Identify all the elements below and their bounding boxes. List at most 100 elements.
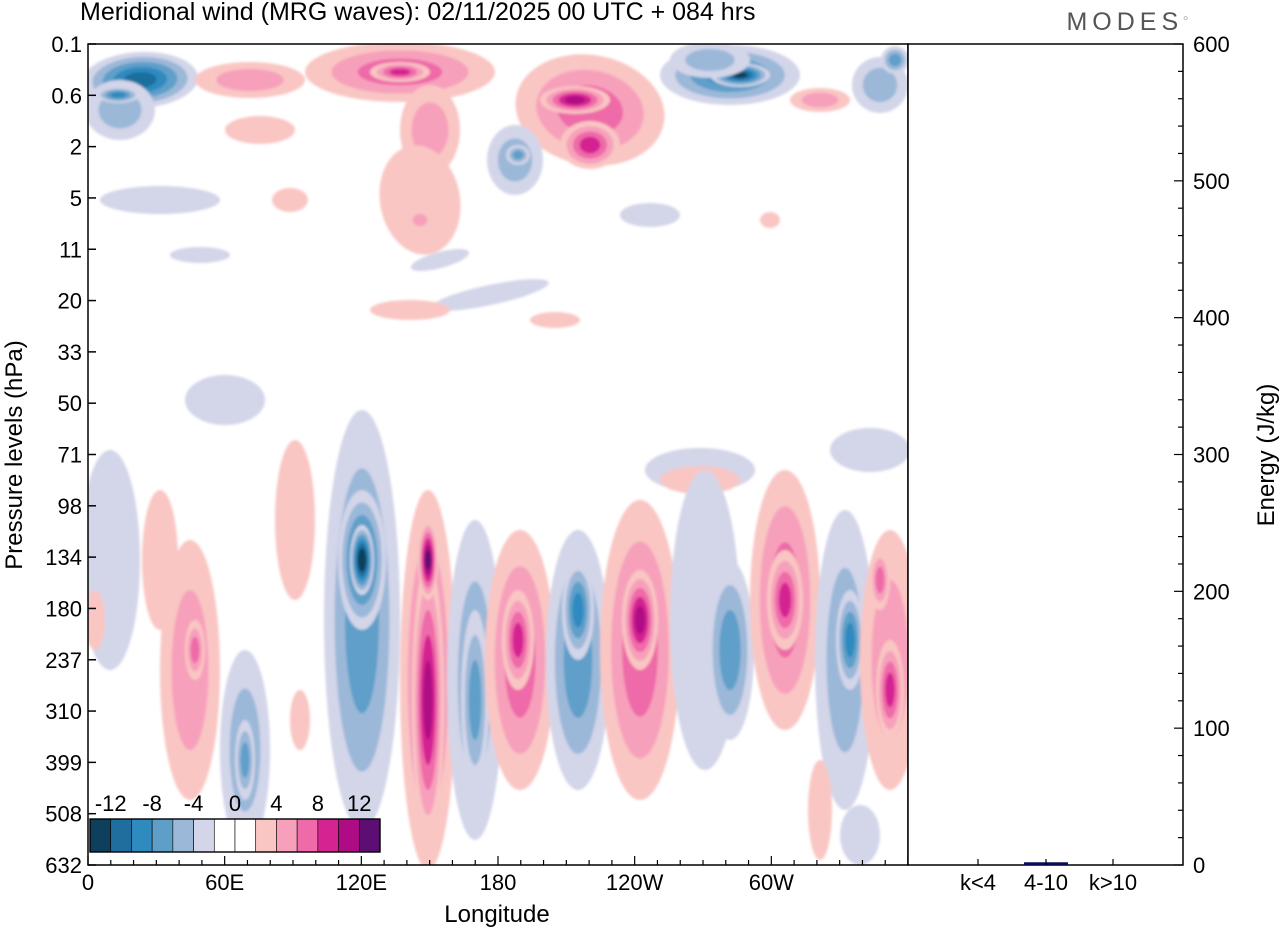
y-tick-label: 134 (45, 545, 82, 570)
energy-tick-label: 400 (1193, 306, 1230, 331)
positive-wind-contour (272, 188, 308, 212)
energy-tick-label: 600 (1193, 32, 1230, 57)
positive-wind-contour (512, 622, 524, 658)
colorbar-label: 8 (312, 791, 324, 816)
colorbar-swatch (213, 818, 236, 853)
positive-wind-contour (801, 92, 839, 108)
energy-tick-label: 500 (1193, 169, 1230, 194)
colorbar-swatch (276, 818, 298, 853)
negative-wind-contour (719, 610, 741, 690)
positive-wind-contour (411, 102, 449, 158)
y-axis-title: Pressure levels (hPa) (1, 340, 28, 569)
x-tick-label: 180 (480, 870, 517, 895)
colorbar-swatch (317, 818, 339, 853)
positive-wind-contour (412, 213, 428, 227)
positive-wind-contour (379, 145, 461, 255)
y-tick-label: 180 (45, 596, 82, 621)
negative-wind-contour (410, 249, 470, 271)
energy-panel: 0 100 200 300 400 500 600 k<4 4-10 k>10 Energy (… (907, 32, 1280, 895)
wind-contours (88, 44, 908, 865)
colorbar-swatch (358, 818, 381, 853)
y-tick-label: 5 (70, 186, 82, 211)
brand-logo: MODES○ (1066, 8, 1188, 37)
colorbar-swatch (110, 818, 132, 853)
energy-categories: k<4 4-10 k>10 (960, 859, 1137, 895)
colorbar-swatch (172, 818, 194, 853)
x-tick-label: 0 (82, 870, 94, 895)
negative-wind-contour (170, 247, 230, 263)
negative-wind-contour (830, 428, 908, 472)
positive-wind-contour (579, 136, 601, 154)
y-tick-label: 11 (59, 237, 82, 262)
negative-wind-contour (685, 48, 735, 72)
y-tick-label: 33 (58, 340, 82, 365)
colorbar-label: -4 (184, 791, 204, 816)
x-tick-label: 60W (749, 870, 794, 895)
colorbar: -12 -8 -4 0 4 8 12 (89, 791, 381, 853)
energy-axis: 0 100 200 300 400 500 600 (1174, 32, 1230, 878)
energy-tick-label: 0 (1193, 853, 1205, 878)
positive-wind-contour (423, 660, 433, 740)
colorbar-swatch (296, 818, 319, 853)
positive-wind-contour (370, 300, 450, 320)
x-tick-label: 120W (606, 870, 664, 895)
negative-wind-contour (572, 592, 584, 628)
x-tick-label: 60E (205, 870, 244, 895)
negative-wind-contour (840, 805, 880, 865)
colorbar-label: 0 (229, 791, 241, 816)
colorbar-swatch (234, 818, 257, 853)
negative-wind-contour (845, 622, 855, 658)
positive-wind-contour (634, 605, 646, 635)
positive-wind-contour (778, 582, 792, 618)
positive-wind-contour (808, 760, 832, 860)
negative-wind-contour (359, 552, 365, 568)
y-tick-label: 508 (45, 802, 82, 827)
negative-wind-contour (512, 150, 524, 160)
positive-wind-contour (565, 96, 585, 104)
energy-cat-label: k<4 (960, 870, 996, 895)
y-tick-label: 50 (58, 391, 82, 416)
energy-tick-label: 100 (1193, 716, 1230, 741)
energy-tick-label: 200 (1193, 579, 1230, 604)
brand-name: MODES (1066, 8, 1184, 36)
brand-mark-icon: ○ (1183, 13, 1188, 23)
negative-wind-contour (240, 742, 250, 778)
y-tick-label: 0.1 (51, 32, 82, 57)
colorbar-swatch (193, 818, 215, 853)
negative-wind-contour (431, 279, 549, 311)
negative-wind-contour (888, 53, 902, 67)
colorbar-swatch (338, 818, 360, 853)
x-axis-title: Longitude (444, 901, 549, 928)
negative-wind-contour (185, 375, 265, 425)
colorbar-frame (89, 818, 381, 853)
negative-wind-contour (110, 92, 126, 98)
y-tick-label: 632 (45, 853, 82, 878)
longitude-axis: 0 60E 120E 180 120W 60W (82, 856, 909, 895)
colorbar-label: -8 (142, 791, 162, 816)
energy-cat-label: k>10 (1089, 870, 1137, 895)
colorbar-swatch (89, 818, 112, 853)
positive-wind-contour (885, 672, 895, 708)
colorbar-swatch (255, 818, 277, 853)
positive-wind-contour (190, 636, 200, 664)
pressure-axis: 0.1 0.6 2 5 11 20 33 50 71 98 134 180 237 310 399 508 63… (45, 32, 96, 878)
y-tick-label: 20 (58, 289, 82, 314)
y-tick-label: 0.6 (51, 83, 82, 108)
negative-wind-contour (100, 186, 220, 214)
colorbar-label: 12 (347, 791, 371, 816)
colorbar-label: -12 (95, 791, 127, 816)
y-tick-label: 71 (58, 443, 82, 468)
y-tick-label: 237 (45, 648, 82, 673)
negative-wind-contour (862, 67, 898, 103)
positive-wind-contour (425, 550, 431, 570)
energy-axis-title: Energy (J/kg) (1253, 384, 1280, 527)
colorbar-swatch (131, 818, 153, 853)
chart-title: Meridional wind (MRG waves): 02/11/2025 … (80, 0, 756, 26)
y-tick-label: 2 (70, 135, 82, 160)
positive-wind-contour (875, 566, 885, 594)
y-tick-label: 310 (45, 699, 82, 724)
positive-wind-contour (760, 212, 780, 228)
positive-wind-contour (225, 116, 295, 144)
x-tick-label: 120E (336, 870, 387, 895)
